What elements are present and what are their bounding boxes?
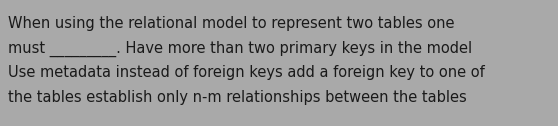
Text: the tables establish only n-m relationships between the tables: the tables establish only n-m relationsh…: [8, 90, 467, 105]
Text: must _________. Have more than two primary keys in the model: must _________. Have more than two prima…: [8, 41, 473, 57]
Text: Use metadata instead of foreign keys add a foreign key to one of: Use metadata instead of foreign keys add…: [8, 65, 485, 80]
Text: When using the relational model to represent two tables one: When using the relational model to repre…: [8, 16, 455, 31]
